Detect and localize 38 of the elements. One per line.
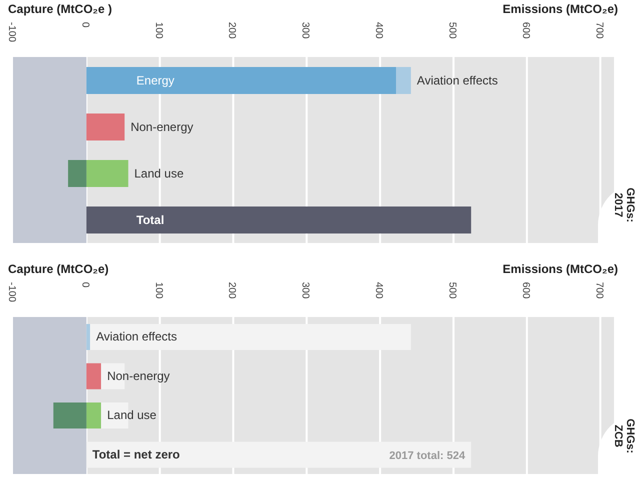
x-tick-label: 700 [593, 22, 604, 40]
x-tick-label: 600 [520, 282, 531, 300]
text: GHGs: 2017 [612, 186, 636, 224]
y-tick-label: Total [136, 212, 164, 227]
x-tick-label: -100 [6, 22, 17, 42]
x-tick-label: 0 [79, 22, 90, 28]
y-tick-label: Non-energy [130, 120, 194, 134]
x-tick-label: 300 [300, 22, 311, 40]
bar [86, 363, 102, 390]
y-tick-label: Non-energy [107, 368, 170, 383]
x-tick-label: 200 [226, 22, 238, 40]
x-tick-label: 400 [373, 22, 384, 40]
x-tick-label: 100 [152, 282, 164, 300]
x-tick-label: 200 [226, 282, 238, 300]
series-label: Aviation effects [416, 74, 498, 88]
x-tick-label: -100 [6, 282, 17, 302]
text: Capture (MtCO₂e ) [8, 2, 112, 16]
x-tick-label: 500 [446, 282, 458, 300]
y-tick-label: Aviation effects [96, 330, 178, 344]
y-tick-label: Land use [134, 166, 184, 180]
bar [86, 324, 90, 350]
y-tick-label: Total = net zero [92, 447, 180, 462]
text: Capture (MtCO₂e) [8, 262, 109, 276]
x-tick-label: 500 [446, 22, 458, 40]
x-tick-label: 0 [79, 282, 90, 288]
x-axis-title: Emissions (MtCO₂e) [502, 2, 618, 16]
x-tick-label: 700 [593, 282, 604, 300]
y-tick-label: Land use [107, 408, 157, 422]
x-tick-label: 600 [520, 22, 531, 40]
x-tick-label: 300 [300, 282, 311, 300]
x-axis-title: Emissions (MtCO₂e) [502, 262, 618, 276]
x-tick-label: 100 [152, 22, 164, 40]
bar [53, 402, 86, 428]
annotation: 2017 total: 524 [389, 450, 466, 462]
y-tick-label: Energy [136, 73, 174, 88]
bar [86, 402, 102, 428]
text: GHGs: ZCB [612, 418, 636, 456]
x-tick-label: 400 [373, 282, 384, 300]
